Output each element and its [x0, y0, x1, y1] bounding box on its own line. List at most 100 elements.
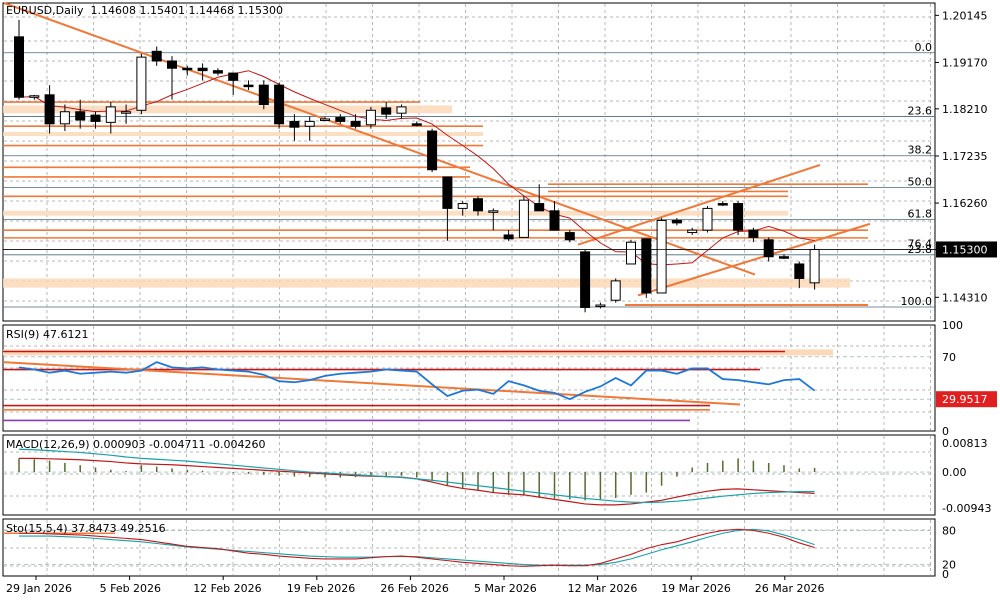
macd-values: 0.000903 -0.004711 -0.004260	[93, 438, 266, 451]
rsi-marker-tag	[936, 391, 997, 408]
sto-title: Sto(15,5,4) 37.8473 49.2516	[6, 522, 166, 535]
price-axis-label: 1.19170	[942, 56, 988, 69]
macd-axis-label: 0.00813	[942, 437, 988, 450]
fib-label: 23.6	[908, 105, 933, 118]
bearish-candle	[274, 84, 285, 125]
panel-frame-2	[2, 434, 936, 516]
fib-label: 61.8	[908, 208, 933, 221]
date-axis-label: 12 Mar 2026	[568, 582, 638, 595]
trendline	[577, 163, 821, 246]
bullish-candle	[702, 207, 713, 231]
rsi-axis-label: 100	[942, 319, 963, 332]
symbol-header: EURUSD,Daily 1.14608 1.15401 1.14468 1.1…	[6, 4, 283, 17]
price-zone	[3, 210, 788, 216]
trendline	[637, 222, 871, 297]
bearish-candle	[44, 94, 55, 125]
bullish-candle	[304, 120, 315, 127]
bearish-candle	[717, 203, 728, 206]
bullish-candle	[121, 111, 132, 114]
rsi-axis-label: 0	[942, 425, 949, 438]
bearish-candle	[580, 251, 591, 308]
sto-values: 37.8473 49.2516	[71, 522, 166, 535]
bearish-candle	[411, 123, 422, 126]
bearish-candle	[564, 232, 575, 241]
date-axis-label: 29 Jan 2026	[6, 582, 72, 595]
trendline	[3, 2, 756, 276]
bullish-candle	[320, 118, 330, 121]
price-axis-label: 1.20145	[942, 9, 988, 22]
date-axis-label: 12 Feb 2026	[193, 582, 261, 595]
bearish-candle	[212, 70, 223, 74]
moving-average-line	[18, 70, 815, 266]
macd-axis-label: -0.00943	[942, 502, 991, 515]
date-axis-label: 5 Mar 2026	[474, 582, 537, 595]
current-price-label: 1.15300	[942, 243, 988, 256]
bearish-candle	[381, 107, 392, 115]
symbol-high: 1.15401	[139, 4, 186, 17]
bearish-candle	[473, 198, 483, 212]
rsi-marker-label: 29.9517	[942, 393, 988, 406]
bullish-candle	[809, 248, 820, 284]
bearish-candle	[671, 219, 682, 224]
rsi-axis-label: 70	[942, 351, 956, 364]
sto-axis-label: 20	[942, 559, 956, 572]
rsi-title: RSI(9) 47.6121	[6, 328, 88, 341]
fib-label: 50.0	[908, 176, 933, 189]
symbol-low: 1.14468	[188, 4, 235, 17]
date-axis-label: 5 Feb 2026	[100, 582, 161, 595]
bearish-candle	[182, 67, 193, 71]
price-zone	[3, 105, 452, 114]
symbol-timeframe: Daily	[55, 4, 84, 17]
bearish-candle	[641, 238, 652, 294]
date-axis-label: 26 Feb 2026	[380, 582, 448, 595]
date-axis-label: 19 Feb 2026	[287, 582, 355, 595]
symbol-name: EURUSD	[6, 4, 53, 17]
bullish-candle	[488, 210, 499, 213]
price-axis-label: 1.18210	[942, 103, 988, 116]
bearish-candle	[167, 60, 177, 69]
macd-main-line	[18, 448, 815, 504]
macd-name: MACD(12,26,9)	[6, 438, 90, 451]
price-zone	[3, 278, 850, 288]
bearish-candle	[335, 117, 346, 122]
bullish-candle	[396, 106, 407, 114]
bearish-candle	[14, 36, 24, 98]
rsi-zone	[3, 349, 833, 356]
bearish-candle	[90, 114, 101, 122]
bearish-candle	[733, 203, 744, 231]
bearish-candle	[549, 210, 560, 231]
bullish-candle	[518, 199, 529, 238]
bullish-candle	[610, 280, 621, 301]
bearish-candle	[197, 67, 208, 72]
bearish-candle	[258, 84, 269, 105]
bullish-candle	[595, 304, 606, 308]
bearish-candle	[228, 72, 239, 81]
sto-signal-line	[19, 528, 815, 566]
bullish-candle	[626, 241, 636, 265]
bearish-candle	[243, 84, 254, 88]
date-axis-label: 19 Mar 2026	[661, 582, 731, 595]
bearish-candle	[534, 203, 545, 212]
bullish-candle	[136, 56, 147, 111]
bearish-candle	[748, 229, 759, 238]
panel-frame-1	[2, 324, 936, 432]
bullish-candle	[365, 109, 376, 126]
bullish-candle	[105, 106, 116, 123]
bearish-candle	[289, 120, 300, 128]
price-axis-label: 1.17235	[942, 150, 988, 163]
rsi-name: RSI(9)	[6, 328, 40, 341]
bearish-candle	[442, 176, 453, 209]
rsi-trendline	[2, 361, 741, 406]
price-axis-label: 1.14310	[942, 291, 988, 304]
symbol-open: 1.14608	[90, 4, 137, 17]
sto-axis-label: 80	[942, 524, 956, 537]
price-zone	[3, 132, 483, 137]
bullish-candle	[29, 95, 40, 98]
bullish-candle	[59, 111, 70, 125]
bullish-candle	[687, 229, 698, 234]
bullish-candle	[457, 203, 468, 209]
bearish-candle	[779, 256, 789, 259]
macd-axis-label: 0.00	[942, 466, 967, 479]
price-axis-label: 1.16260	[942, 197, 988, 210]
